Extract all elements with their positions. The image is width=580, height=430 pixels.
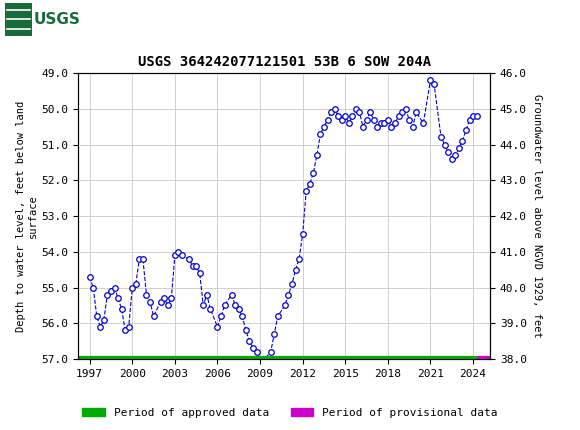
Text: USGS: USGS bbox=[34, 12, 81, 27]
Bar bbox=[5, 3, 32, 36]
Y-axis label: Groundwater level above NGVD 1929, feet: Groundwater level above NGVD 1929, feet bbox=[532, 94, 542, 338]
Legend: Period of approved data, Period of provisional data: Period of approved data, Period of provi… bbox=[78, 403, 502, 422]
Bar bbox=[5, 3, 71, 36]
Title: USGS 364242077121501 53B 6 SOW 204A: USGS 364242077121501 53B 6 SOW 204A bbox=[137, 55, 431, 69]
Y-axis label: Depth to water level, feet below land
surface: Depth to water level, feet below land su… bbox=[16, 101, 38, 332]
